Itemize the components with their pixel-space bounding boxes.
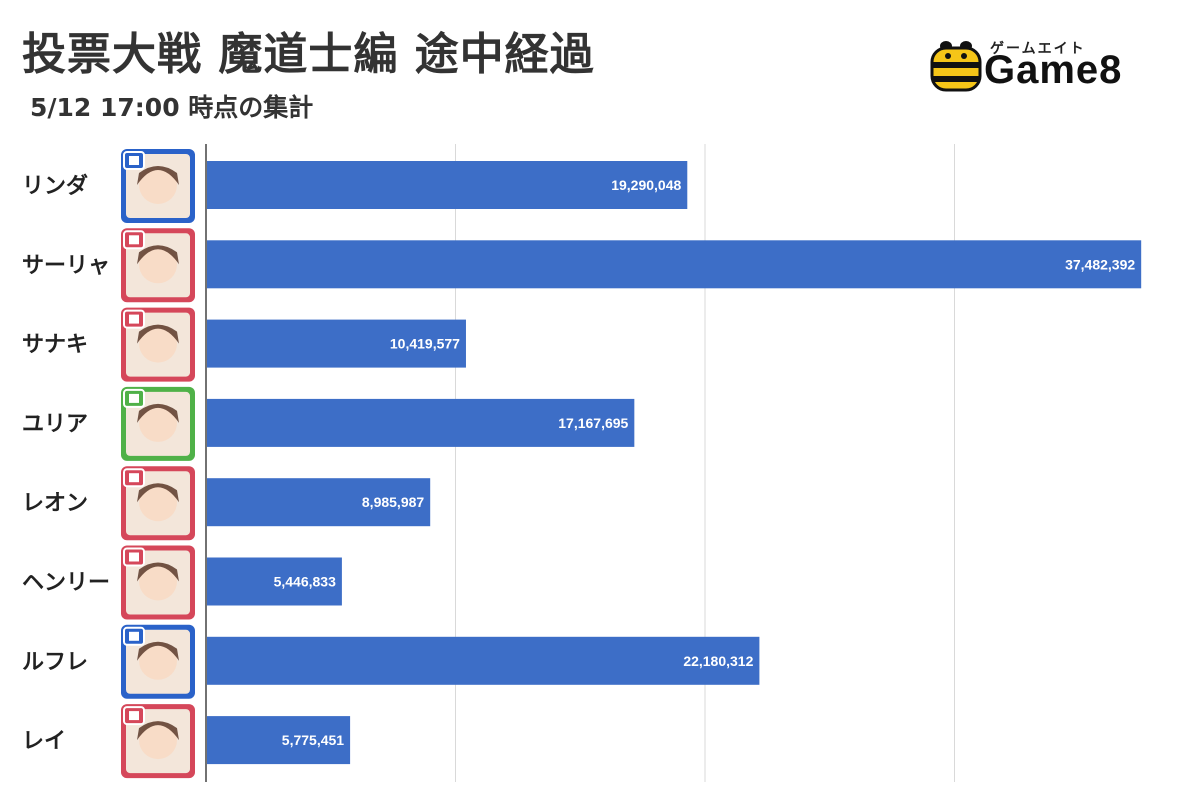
value-label: 10,419,577 xyxy=(390,336,460,352)
category-label: サーリャ xyxy=(22,253,110,278)
category-label: ヘンリー xyxy=(22,571,110,596)
bar xyxy=(207,716,351,765)
character-hair-icon xyxy=(137,403,179,423)
character-face-icon xyxy=(139,245,177,284)
tome-page-icon xyxy=(129,156,139,165)
tome-page-icon xyxy=(129,552,139,562)
value-label: 5,446,833 xyxy=(274,574,336,590)
tome-page-icon xyxy=(129,473,139,483)
value-label: 5,775,451 xyxy=(282,732,344,748)
character-hair-icon xyxy=(137,562,179,582)
character-hair-icon xyxy=(137,721,179,741)
bar xyxy=(207,557,342,606)
category-label: ユリア xyxy=(22,412,88,437)
bee-icon xyxy=(930,41,982,92)
chart-subtitle: 5/12 17:00 時点の集計 xyxy=(30,93,314,122)
bar xyxy=(207,161,688,209)
character-face-icon xyxy=(139,562,177,601)
tome-page-icon xyxy=(129,711,139,721)
category-label: レイ xyxy=(22,729,66,754)
character-face-icon xyxy=(139,641,177,680)
tome-page-icon xyxy=(129,393,139,403)
bar xyxy=(207,398,635,447)
character-hair-icon xyxy=(137,641,179,661)
bar xyxy=(207,636,760,685)
character-hair-icon xyxy=(137,245,179,265)
category-label: リンダ xyxy=(22,173,88,199)
character-face-icon xyxy=(139,483,177,522)
tome-page-icon xyxy=(129,631,139,641)
value-label: 37,482,392 xyxy=(1065,256,1135,272)
category-label: レオン xyxy=(22,491,88,516)
character-face-icon xyxy=(139,166,177,204)
logo-wordmark: Game8 xyxy=(984,48,1123,92)
logo-kana-text: ゲームエイト xyxy=(990,41,1086,57)
tome-page-icon xyxy=(129,314,139,324)
bar xyxy=(207,240,1142,289)
character-hair-icon xyxy=(137,324,179,344)
chart-title: 投票大戦 魔道士編 途中経過 xyxy=(22,29,595,80)
value-label: 17,167,695 xyxy=(558,415,628,431)
character-hair-icon xyxy=(137,483,179,503)
character-hair-icon xyxy=(137,166,179,185)
bar xyxy=(207,478,431,527)
tome-page-icon xyxy=(129,235,139,245)
character-face-icon xyxy=(139,721,177,760)
value-label: 22,180,312 xyxy=(683,653,753,669)
value-label: 8,985,987 xyxy=(362,494,424,510)
category-label: サナキ xyxy=(22,333,88,358)
value-label: 19,290,048 xyxy=(611,177,681,193)
character-face-icon xyxy=(139,324,177,363)
game8-logo: ゲームエイト Game8 xyxy=(928,36,1163,96)
bar xyxy=(207,319,466,368)
character-face-icon xyxy=(139,403,177,442)
category-label: ルフレ xyxy=(22,650,88,675)
